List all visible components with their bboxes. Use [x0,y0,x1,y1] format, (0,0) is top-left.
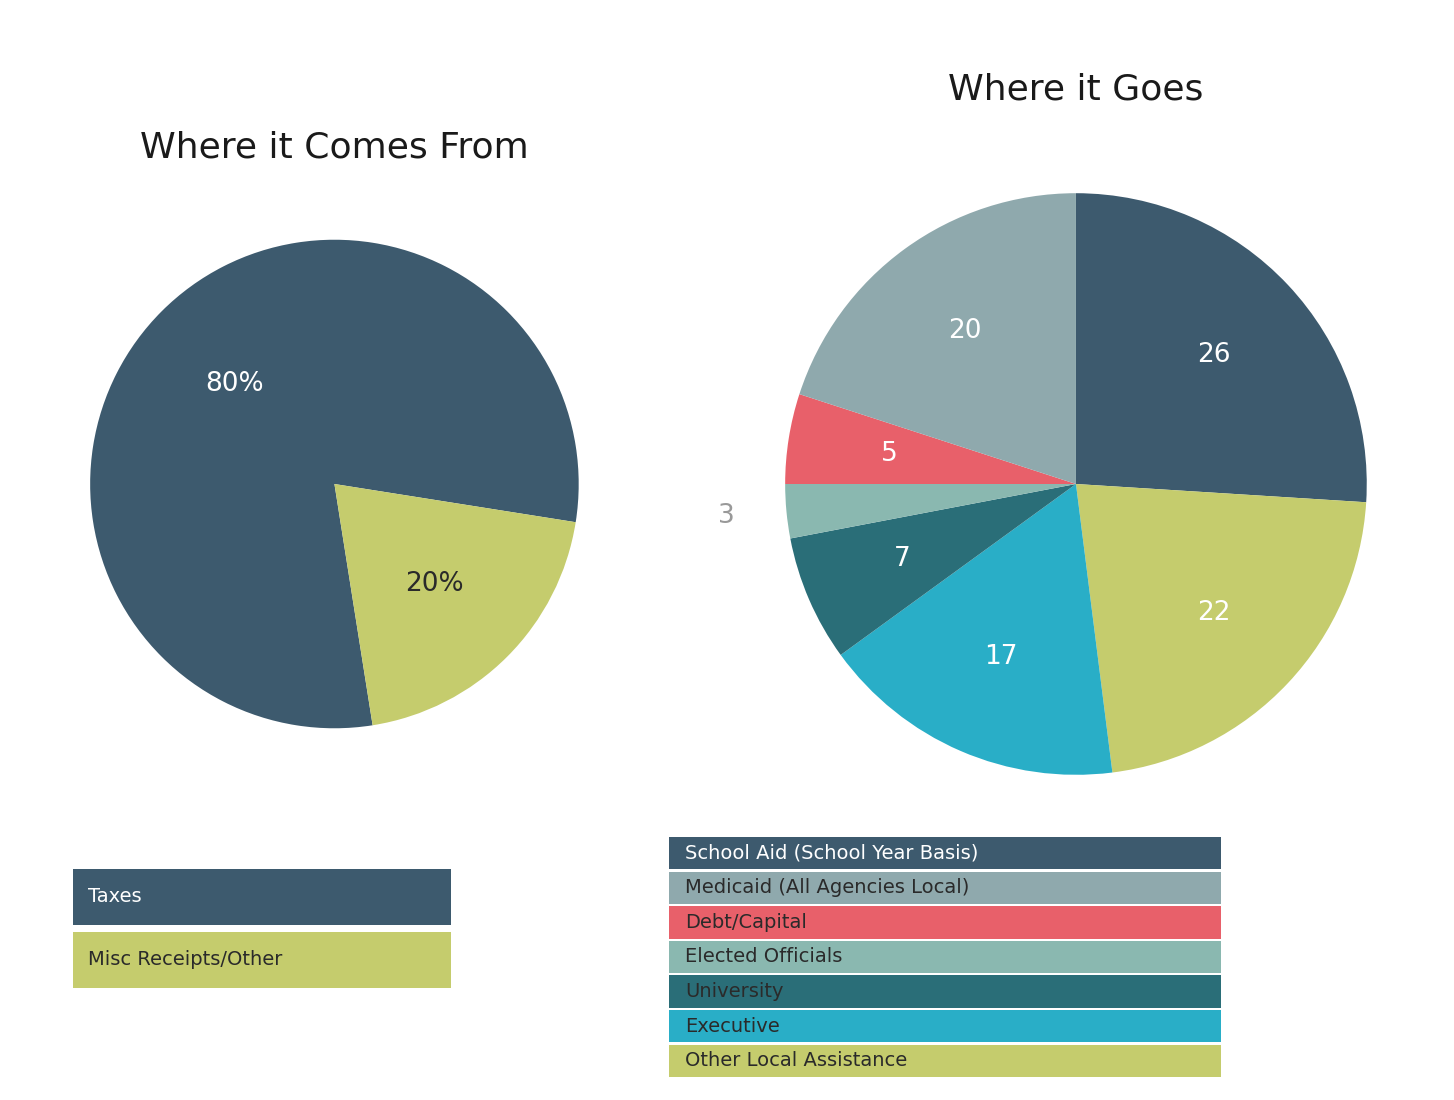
FancyBboxPatch shape [669,976,1221,1008]
Text: Taxes: Taxes [87,888,141,906]
Wedge shape [334,484,576,725]
FancyBboxPatch shape [669,940,1221,974]
Wedge shape [785,394,1076,484]
FancyBboxPatch shape [669,1045,1221,1077]
Wedge shape [1076,484,1367,772]
Text: 80%: 80% [205,371,263,397]
Text: 20: 20 [948,318,981,344]
Text: 7: 7 [894,546,910,572]
Title: Where it Comes From: Where it Comes From [140,131,529,165]
Text: Elected Officials: Elected Officials [685,947,843,967]
Text: 22: 22 [1197,601,1230,626]
Text: 5: 5 [881,441,897,468]
Wedge shape [840,484,1112,774]
Text: 26: 26 [1197,342,1230,367]
Text: School Aid (School Year Basis): School Aid (School Year Basis) [685,844,979,862]
FancyBboxPatch shape [669,906,1221,938]
Wedge shape [791,484,1076,654]
Wedge shape [785,484,1076,539]
Text: University: University [685,982,784,1001]
Text: Medicaid (All Agencies Local): Medicaid (All Agencies Local) [685,879,970,898]
FancyBboxPatch shape [73,869,451,925]
FancyBboxPatch shape [669,1010,1221,1042]
Text: 17: 17 [984,645,1018,671]
Text: Executive: Executive [685,1016,781,1035]
Text: Misc Receipts/Other: Misc Receipts/Other [87,950,282,969]
FancyBboxPatch shape [669,872,1221,904]
Text: 20%: 20% [406,571,464,597]
FancyBboxPatch shape [73,932,451,988]
Title: Where it Goes: Where it Goes [948,73,1204,107]
FancyBboxPatch shape [669,837,1221,869]
Wedge shape [90,240,579,728]
Text: Debt/Capital: Debt/Capital [685,913,807,932]
Wedge shape [800,194,1076,484]
Wedge shape [1076,194,1367,503]
Text: Other Local Assistance: Other Local Assistance [685,1052,907,1070]
Text: 3: 3 [718,504,734,529]
